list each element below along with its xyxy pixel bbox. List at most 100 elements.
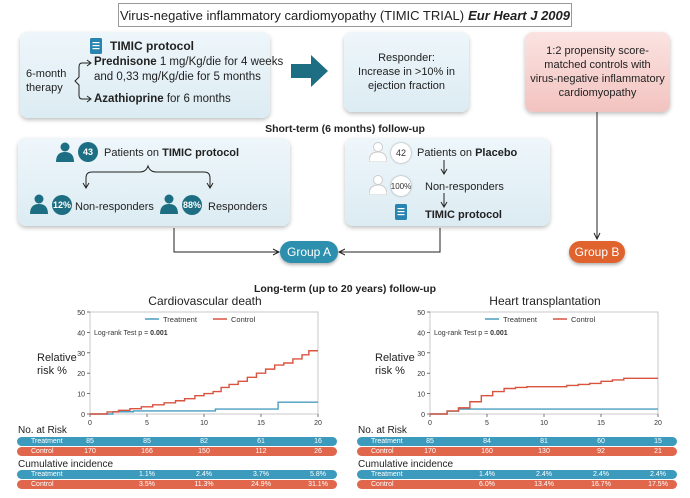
table-cell: 112 <box>255 448 267 455</box>
document-icon <box>395 204 407 220</box>
x-tick-label: 10 <box>200 420 208 427</box>
y-tick-label: 30 <box>77 351 85 358</box>
cumulative-control-row: Control 3.5% 11.3% 24.9% 31.1% <box>17 480 337 489</box>
y-tick-label: 50 <box>77 310 85 317</box>
table-cell: 17.5% <box>648 481 668 488</box>
long-term-label: Long-term (up to 20 years) follow-up <box>253 283 436 295</box>
chart-2-ylabel-1: Relative <box>375 352 415 364</box>
y-tick-label: 10 <box>417 392 425 399</box>
row-label: Treatment <box>31 471 63 478</box>
logrank-annotation: Log-rank Test p = 0.001 <box>434 330 508 337</box>
down-arrow-icon <box>440 160 448 175</box>
at-risk-control-row: Control 170 160 130 92 21 <box>357 447 677 456</box>
controls-line-4: cardiomyopathy <box>558 87 637 99</box>
table-cell: 3.7% <box>253 471 269 478</box>
patient-icon <box>369 142 387 162</box>
patient-icon <box>369 175 387 195</box>
y-tick-label: 0 <box>81 412 85 419</box>
at-risk-treatment-row: Treatment 85 85 82 61 16 <box>17 437 337 446</box>
responder-label: Responders <box>208 201 268 213</box>
timic-label-pre: Patients on <box>104 147 163 159</box>
legend-label: Control <box>571 315 596 324</box>
cumulative-control-row: Control 6.0% 13.4% 16.7% 17.5% <box>357 480 677 489</box>
placebo-patients-box: 42 Patients on Placebo 100% Non-responde… <box>345 138 550 226</box>
chart-2-ylabel-2: risk % <box>375 365 405 377</box>
page-title: Virus-negative inflammatory cardiomyopat… <box>118 3 572 27</box>
x-tick-label: 20 <box>654 420 662 427</box>
y-tick-label: 40 <box>77 330 85 337</box>
responder-line-2: Increase in >10% in <box>358 66 455 78</box>
responder-line-3: ejection fraction <box>367 80 446 92</box>
azathioprine-drug: Azathioprine <box>94 93 164 105</box>
prednisone-drug: Prednisone <box>94 56 157 68</box>
responder-pct-badge: 88% <box>182 195 202 215</box>
split-brace <box>82 164 214 189</box>
table-cell: 61 <box>257 438 265 445</box>
group-b-badge: Group B <box>569 241 625 263</box>
timic-patients-label: Patients on TIMIC protocol <box>104 146 239 160</box>
logrank-annotation: Log-rank Test p = 0.001 <box>94 330 168 337</box>
table-cell: 81 <box>540 438 548 445</box>
y-tick-label: 30 <box>417 351 425 358</box>
table-cell: 21 <box>654 448 662 455</box>
x-tick-label: 0 <box>428 420 432 427</box>
right-arrow-icon <box>291 55 328 87</box>
table-cell: 92 <box>597 448 605 455</box>
chart-2-title: Heart transplantation <box>489 294 601 308</box>
table-cell: 1.4% <box>479 471 495 478</box>
cumulative-treatment-row: Treatment 1.1% 2.4% 3.7% 5.8% <box>17 470 337 479</box>
placebo-nonresp-badge: 100% <box>391 176 411 196</box>
prednisone-dose-1: 1 mg/Kg/die for 4 weeks <box>156 56 284 68</box>
chart-1-ylabel-1: Relative <box>37 352 77 364</box>
placebo-protocol-label: TIMIC protocol <box>425 209 502 221</box>
cumulative-label: Cumulative incidence <box>358 459 454 470</box>
controls-line-3: virus-negative inflammatory <box>530 73 665 85</box>
plot-frame <box>89 311 319 415</box>
controls-box: 1:2 propensity score- matched controls w… <box>525 32 670 112</box>
patient-icon <box>160 194 178 214</box>
table-cell: 170 <box>424 448 436 455</box>
table-cell: 6.0% <box>479 481 495 488</box>
row-label: Treatment <box>371 438 403 445</box>
group-a-badge: Group A <box>280 241 338 263</box>
protocol-heading: TIMIC protocol <box>110 39 194 53</box>
x-tick-label: 15 <box>257 420 265 427</box>
at-risk-treatment-row: Treatment 85 84 81 60 15 <box>357 437 677 446</box>
table-cell: 1.1% <box>139 471 155 478</box>
table-cell: 16 <box>314 438 322 445</box>
short-term-label: Short-term (6 months) follow-up <box>265 123 425 135</box>
series-line-treatment <box>90 401 318 415</box>
title-main: Virus-negative inflammatory cardiomyopat… <box>119 7 465 23</box>
chart-1-svg: 0 10 20 30 40 50 0 5 10 15 20 Treatment Control Log-r… <box>77 310 322 427</box>
y-tick-label: 20 <box>77 371 85 378</box>
controls-line-1: 1:2 propensity score- <box>546 45 649 57</box>
cumulative-label: Cumulative incidence <box>18 459 114 470</box>
table-cell: 15 <box>654 438 662 445</box>
prednisone-line-2: and 0,33 mg/Kg/die for 5 months <box>94 71 261 83</box>
x-tick-label: 5 <box>485 420 489 427</box>
series-line-control <box>430 377 658 415</box>
y-tick-label: 0 <box>421 412 425 419</box>
legend-label: Control <box>231 315 256 324</box>
table-cell: 130 <box>538 448 550 455</box>
series-line-control <box>90 350 318 415</box>
y-tick-label: 40 <box>417 330 425 337</box>
table-cell: 2.4% <box>196 471 212 478</box>
table-cell: 5.8% <box>310 471 326 478</box>
x-tick-label: 0 <box>88 420 92 427</box>
y-tick-label: 10 <box>77 392 85 399</box>
legend-label: Treatment <box>503 315 538 324</box>
patient-icon <box>30 194 48 214</box>
responder-box: Responder: Increase in >10% in ejection … <box>344 32 469 112</box>
timic-count-badge: 43 <box>78 142 98 162</box>
table-cell: 170 <box>84 448 96 455</box>
row-label: Control <box>31 481 54 488</box>
timic-label-bold: TIMIC protocol <box>162 147 240 159</box>
placebo-count-badge: 42 <box>391 143 411 163</box>
protocol-box: TIMIC protocol 6-month therapy Prednison… <box>20 32 283 118</box>
table-cell: 2.4% <box>536 471 552 478</box>
table-cell: 85 <box>86 438 94 445</box>
bracket-arrows <box>74 59 92 103</box>
logrank-p-value: 0.001 <box>150 330 168 337</box>
placebo-patients-label: Patients on Placebo <box>417 146 517 160</box>
